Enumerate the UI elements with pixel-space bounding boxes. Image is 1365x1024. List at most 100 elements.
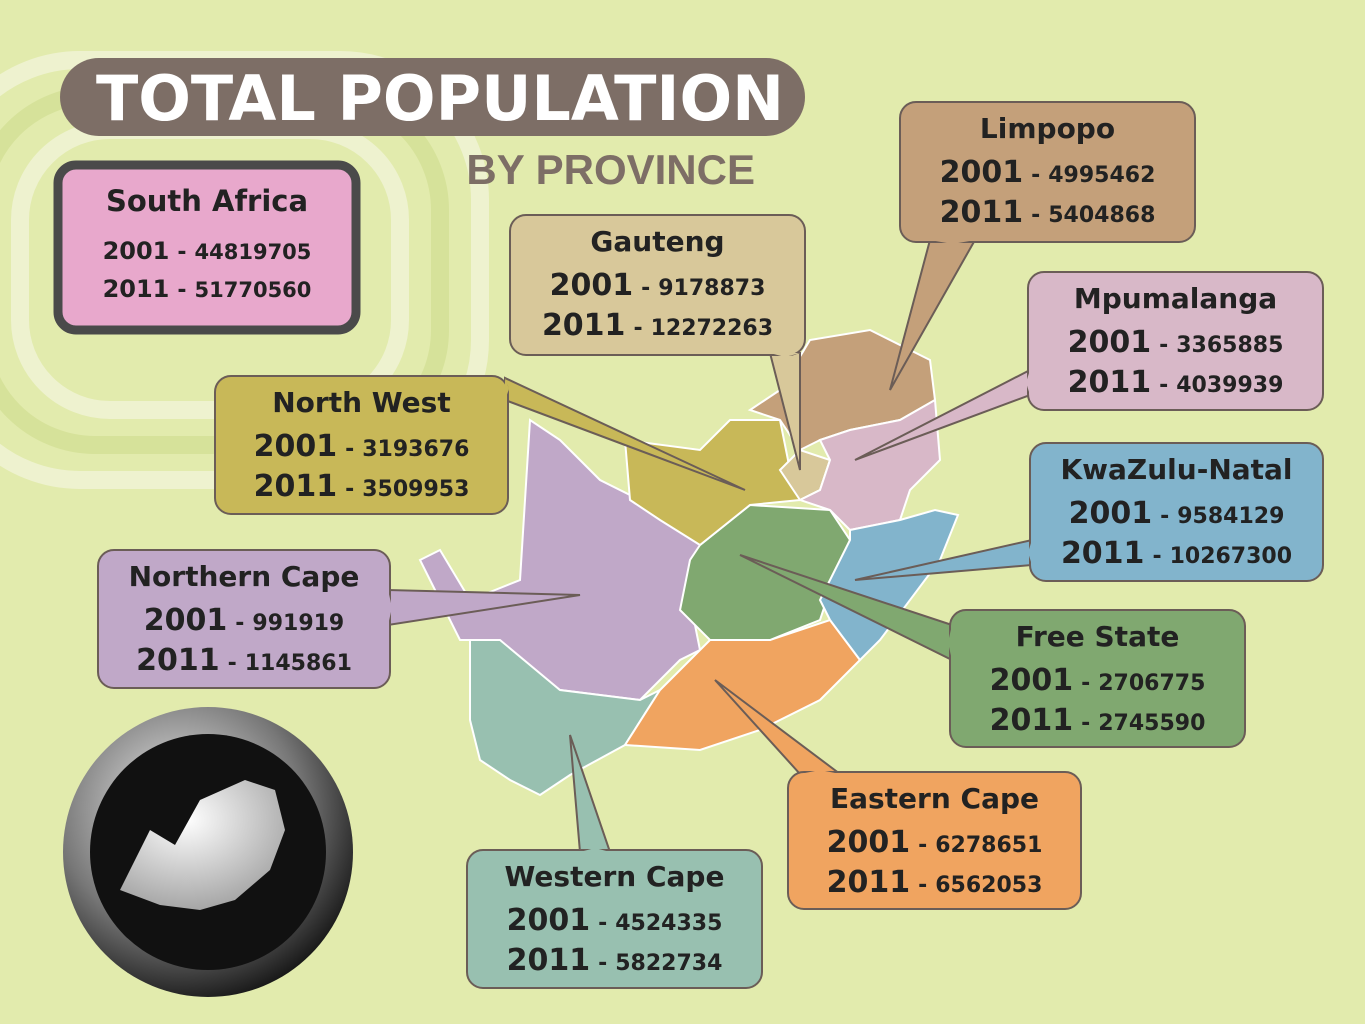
- year: 2011: [103, 275, 170, 303]
- region-name: Eastern Cape: [830, 782, 1039, 815]
- population-line: 2011-1145861: [136, 643, 352, 678]
- year: 2011: [1068, 365, 1152, 400]
- callout-pointer-join: [930, 240, 975, 244]
- population-line: 2011-6562053: [827, 865, 1043, 900]
- separator: -: [1159, 373, 1168, 398]
- callout-box: [466, 849, 763, 989]
- year: 2011: [827, 865, 911, 900]
- separator: -: [177, 240, 186, 265]
- population: 44819705: [195, 240, 312, 264]
- year: 2001: [507, 903, 591, 938]
- year: 2011: [1061, 536, 1145, 571]
- population-line: 2001-991919: [144, 603, 345, 638]
- callout-box: [787, 771, 1082, 910]
- callout-box: [949, 609, 1246, 748]
- population-line: 2001-6278651: [827, 825, 1043, 860]
- callout-box: [1027, 271, 1324, 411]
- year: 2011: [990, 703, 1074, 738]
- separator: -: [235, 611, 244, 636]
- separator: -: [1031, 163, 1040, 188]
- year: 2001: [940, 155, 1024, 190]
- year: 2011: [254, 469, 338, 504]
- population-line: 2001-4995462: [940, 155, 1156, 190]
- callout: North West 2001-3193676 2011-3509953: [214, 375, 746, 515]
- year: 2001: [990, 663, 1074, 698]
- separator: -: [228, 651, 237, 676]
- year: 2001: [1069, 496, 1153, 531]
- callout-pointer-join: [1028, 540, 1032, 565]
- region-name: Western Cape: [505, 860, 725, 893]
- separator: -: [177, 278, 186, 303]
- population: 5822734: [615, 951, 722, 976]
- callout: Eastern Cape 2001-6278651 2011-6562053: [714, 679, 1082, 910]
- callout: Northern Cape 2001-991919 2011-1145861: [97, 549, 581, 689]
- population: 9584129: [1177, 504, 1284, 529]
- callout-box: [97, 549, 391, 689]
- population: 4995462: [1048, 163, 1155, 188]
- callout-box: [1029, 442, 1324, 582]
- callout-pointer-join: [770, 353, 800, 357]
- year: 2001: [550, 268, 634, 303]
- separator: -: [1159, 333, 1168, 358]
- title-pill: [60, 58, 805, 136]
- population: 12272263: [651, 316, 773, 341]
- population-line: 2001-4524335: [507, 903, 723, 938]
- map: [418, 328, 960, 797]
- population-line: 2001-3365885: [1068, 325, 1284, 360]
- callout: Mpumalanga 2001-3365885 2011-4039939: [854, 271, 1324, 461]
- separator: -: [1160, 504, 1169, 529]
- region-name: KwaZulu-Natal: [1060, 453, 1292, 486]
- callout-box: [509, 214, 806, 356]
- separator: -: [633, 316, 642, 341]
- population-line: 2011-4039939: [1068, 365, 1284, 400]
- population-line: 2011-51770560: [103, 275, 312, 303]
- separator: -: [1081, 671, 1090, 696]
- year: 2001: [144, 603, 228, 638]
- callout-pointer-join: [388, 590, 392, 625]
- callout-box: [899, 101, 1196, 243]
- population: 4524335: [615, 911, 722, 936]
- year: 2001: [827, 825, 911, 860]
- title: TOTAL POPULATION: [96, 62, 784, 135]
- year: 2011: [507, 943, 591, 978]
- separator: -: [1081, 711, 1090, 736]
- separator: -: [598, 951, 607, 976]
- emblem: [63, 707, 353, 997]
- population: 51770560: [195, 278, 312, 302]
- population-line: 2011-12272263: [542, 308, 773, 343]
- callouts: South Africa2001-448197052011-51770560Li…: [53, 101, 1324, 989]
- population-line: 2011-5822734: [507, 943, 723, 978]
- separator: -: [641, 276, 650, 301]
- region-name: North West: [272, 386, 450, 419]
- separator: -: [918, 873, 927, 898]
- region-name: Limpopo: [980, 112, 1115, 145]
- year: 2001: [1068, 325, 1152, 360]
- callout-pointer-join: [1026, 370, 1030, 395]
- population: 3509953: [362, 477, 469, 502]
- population: 1145861: [245, 651, 352, 676]
- year: 2011: [136, 643, 220, 678]
- region-name: South Africa: [106, 184, 308, 218]
- separator: -: [918, 833, 927, 858]
- callout-box: [53, 160, 361, 335]
- population: 10267300: [1170, 544, 1292, 569]
- population-line: 2001-3193676: [254, 429, 470, 464]
- population-line: 2011-5404868: [940, 195, 1156, 230]
- population: 2745590: [1098, 711, 1205, 736]
- population: 5404868: [1048, 203, 1155, 228]
- year: 2011: [940, 195, 1024, 230]
- region-name: Northern Cape: [129, 560, 360, 593]
- callout-pointer-join: [580, 848, 610, 852]
- separator: -: [345, 477, 354, 502]
- population-line: 2011-2745590: [990, 703, 1206, 738]
- callout-box: [214, 375, 509, 515]
- callout: Free State 2001-2706775 2011-2745590: [739, 554, 1246, 748]
- population-line: 2001-44819705: [103, 237, 312, 265]
- callout: Western Cape 2001-4524335 2011-5822734: [466, 734, 763, 989]
- year: 2011: [542, 308, 626, 343]
- callout-pointer-join: [948, 625, 952, 660]
- population: 2706775: [1098, 671, 1205, 696]
